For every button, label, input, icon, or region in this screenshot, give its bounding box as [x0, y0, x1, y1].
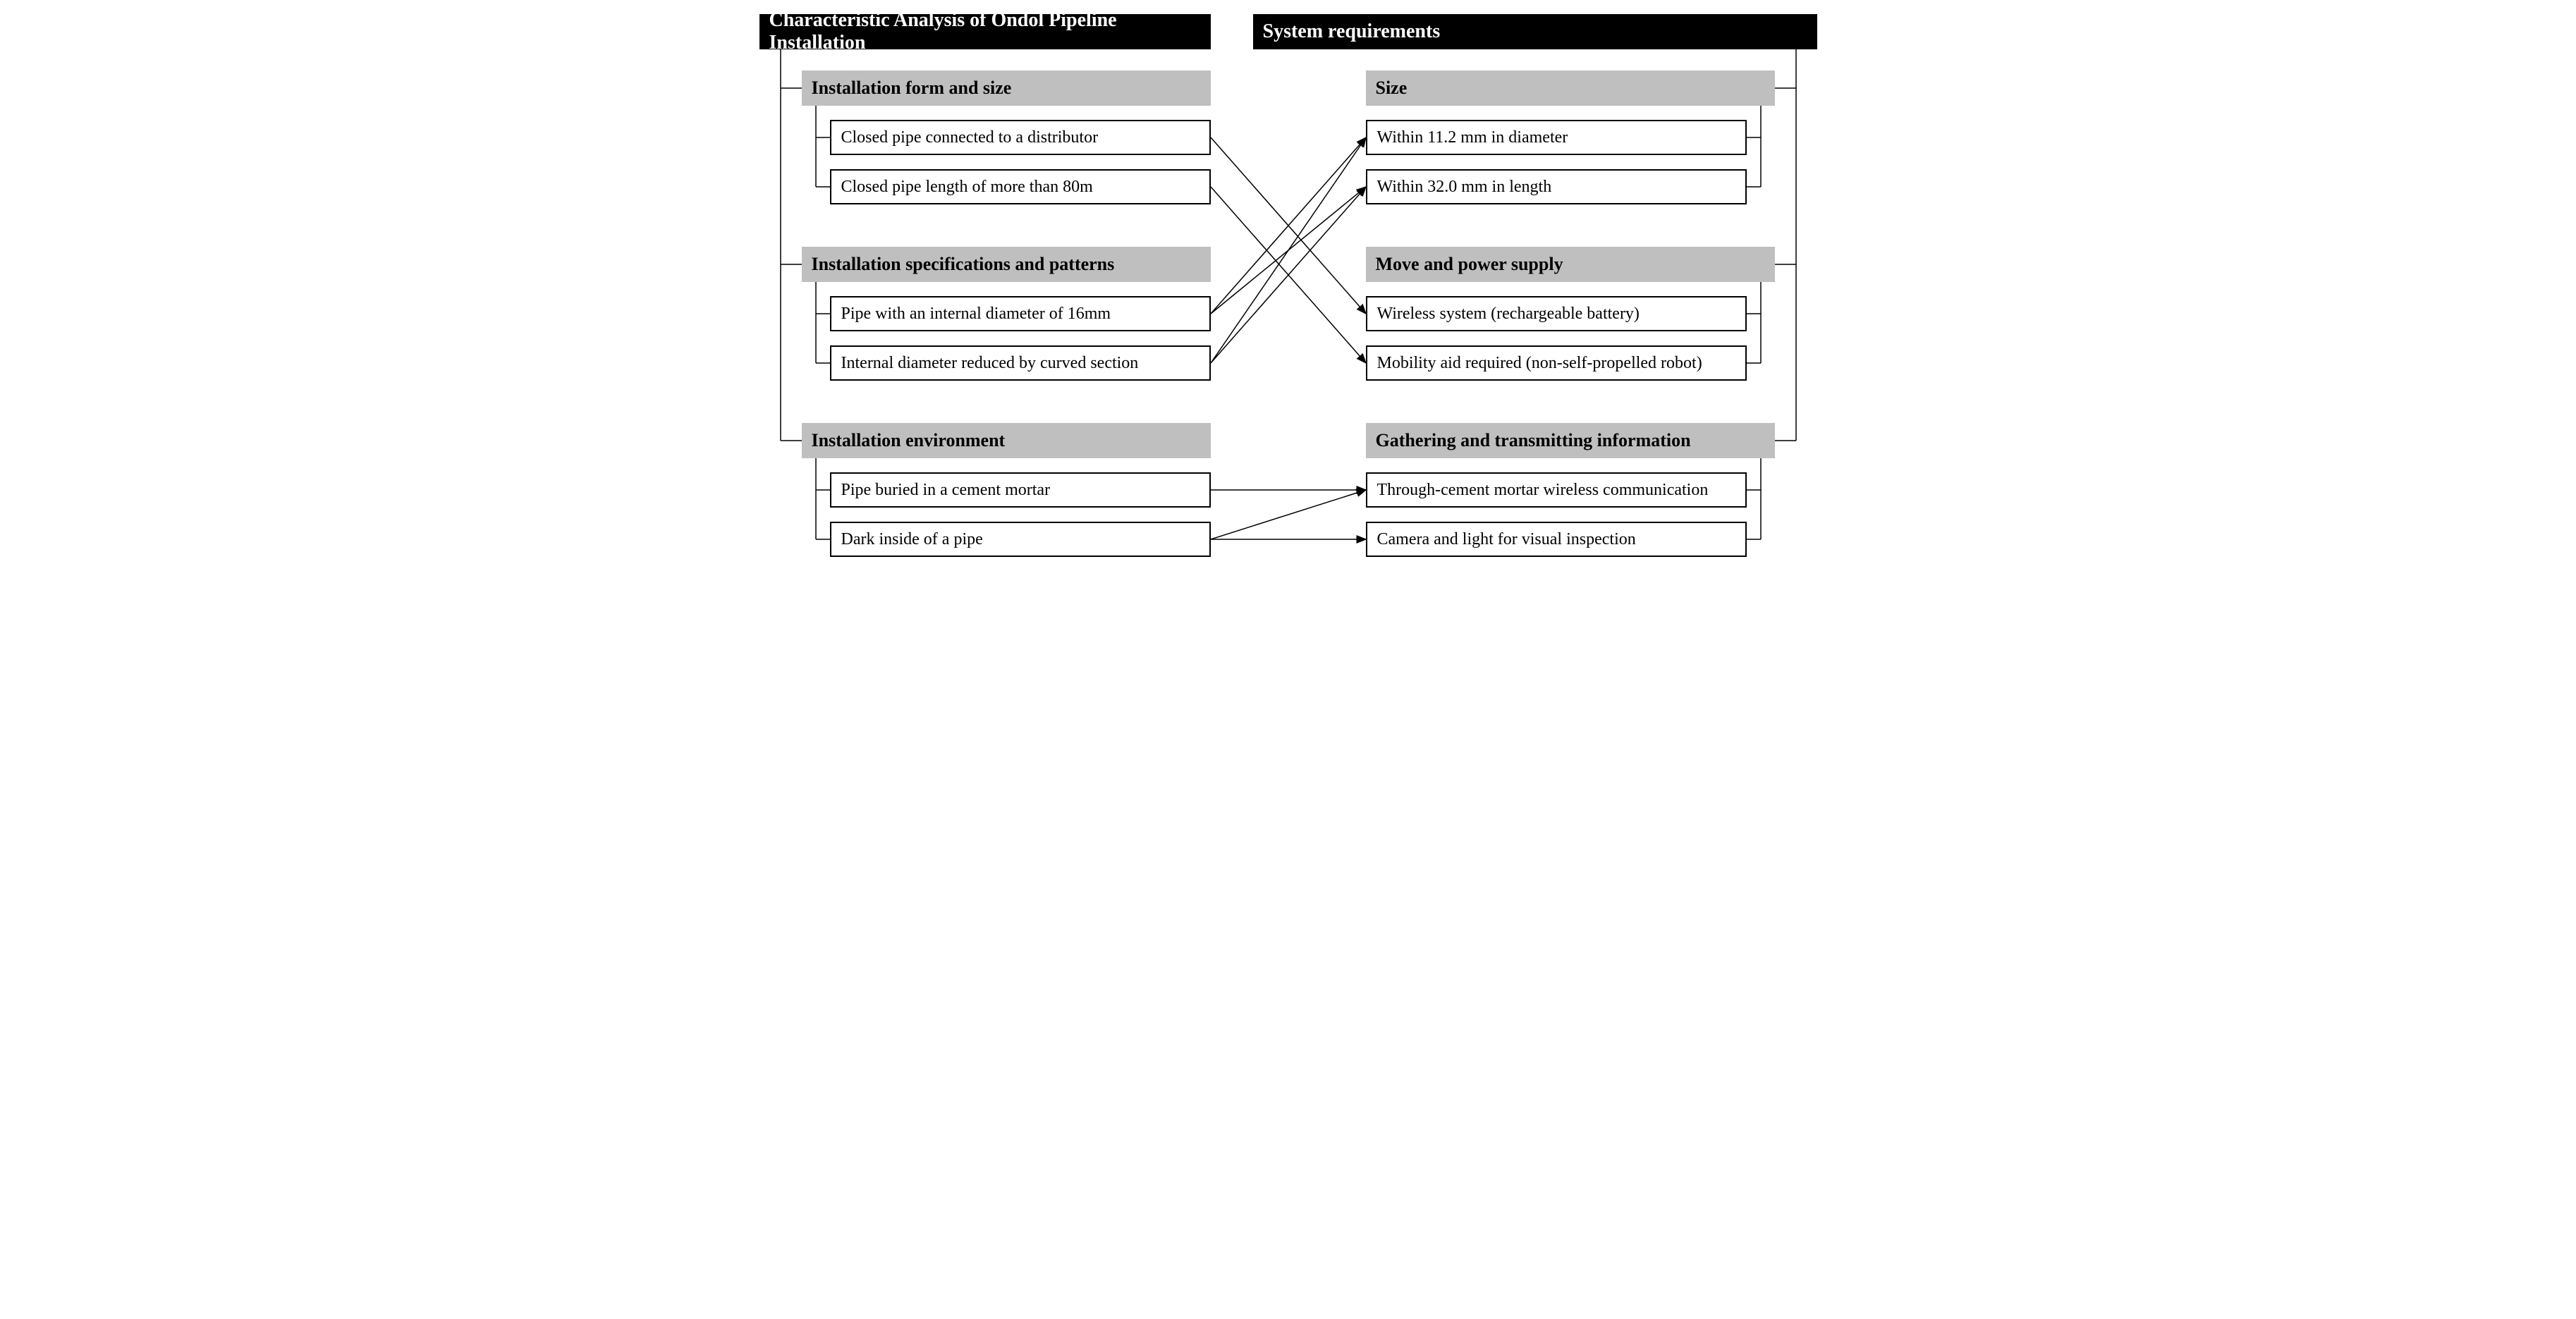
- right-s2-item2: Mobility aid required (non-self-propelle…: [1366, 345, 1747, 381]
- left-s3-title: Installation environment: [802, 423, 1211, 458]
- left-s1-item2: Closed pipe length of more than 80m: [830, 169, 1211, 204]
- right-header: System requirements: [1253, 14, 1817, 49]
- left-s2-title: Installation specifications and patterns: [802, 247, 1211, 282]
- right-s1-item1: Within 11.2 mm in diameter: [1366, 120, 1747, 155]
- left-s2-item1: Pipe with an internal diameter of 16mm: [830, 296, 1211, 331]
- right-s2-item1: Wireless system (rechargeable battery): [1366, 296, 1747, 331]
- right-s3-item2: Camera and light for visual inspection: [1366, 522, 1747, 557]
- right-s1-title: Size: [1366, 70, 1775, 106]
- right-s2-title: Move and power supply: [1366, 247, 1775, 282]
- diagram-root: Characteristic Analysis of Ondol Pipelin…: [759, 14, 1817, 627]
- left-s3-item1: Pipe buried in a cement mortar: [830, 472, 1211, 508]
- left-s2-item2: Internal diameter reduced by curved sect…: [830, 345, 1211, 381]
- left-s3-item2: Dark inside of a pipe: [830, 522, 1211, 557]
- left-s1-title: Installation form and size: [802, 70, 1211, 106]
- right-s3-item1: Through-cement mortar wireless communica…: [1366, 472, 1747, 508]
- left-s1-item1: Closed pipe connected to a distributor: [830, 120, 1211, 155]
- right-s1-item2: Within 32.0 mm in length: [1366, 169, 1747, 204]
- left-header: Characteristic Analysis of Ondol Pipelin…: [759, 14, 1211, 49]
- right-s3-title: Gathering and transmitting information: [1366, 423, 1775, 458]
